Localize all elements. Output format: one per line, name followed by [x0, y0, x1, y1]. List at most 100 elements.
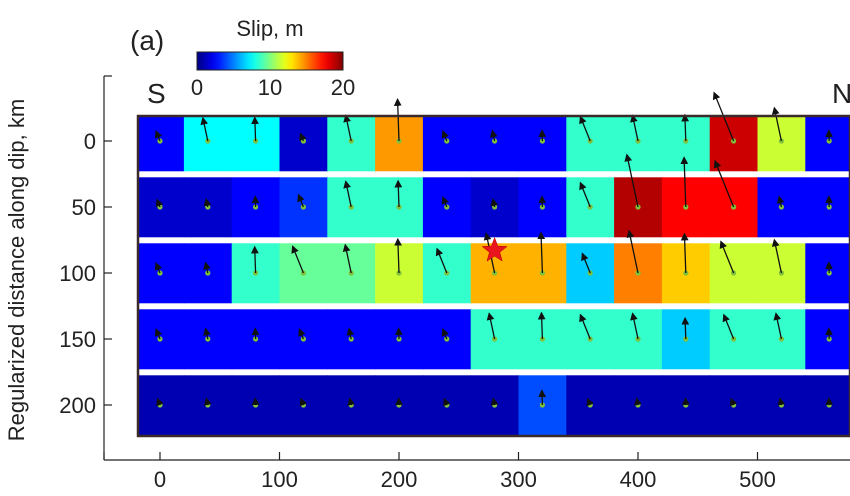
x-tick-label: 200 — [381, 467, 418, 492]
subfault-node — [683, 468, 688, 473]
slip-vector — [681, 316, 690, 340]
subfault-node — [827, 468, 832, 473]
slip-vector — [441, 130, 449, 142]
slip-vector — [777, 397, 786, 406]
panel-label: (a) — [130, 25, 164, 56]
slip-vector — [722, 313, 735, 340]
slip-cell — [470, 116, 520, 172]
slip-vector — [579, 181, 591, 208]
colorbar-tick-label: 0 — [191, 75, 203, 100]
slip-vector — [579, 313, 591, 340]
slip-vector — [630, 114, 639, 142]
subfault-node — [826, 204, 832, 210]
slip-vector — [297, 193, 305, 208]
slip-vector — [680, 156, 689, 208]
slip-vector — [200, 116, 209, 142]
y-tick-label: 100 — [59, 261, 96, 286]
y-tick-label: 0 — [84, 129, 96, 154]
slip-vector — [581, 252, 591, 274]
slip-vector — [729, 397, 738, 407]
subfault-node — [683, 336, 689, 342]
slip-cell — [423, 441, 471, 496]
subfault-node — [587, 138, 593, 144]
slip-cell — [805, 441, 850, 496]
slip-vector — [394, 237, 402, 274]
slip-cells — [138, 116, 850, 496]
slip-vector — [443, 397, 451, 407]
slip-vector — [155, 198, 164, 208]
slip-cell — [327, 441, 375, 496]
subfault-node — [301, 468, 306, 473]
slip-vector — [441, 196, 449, 208]
slip-vector — [203, 397, 212, 406]
slip-cell — [566, 441, 614, 496]
slip-cell — [231, 116, 281, 172]
slip-vector — [441, 328, 449, 340]
slip-vector — [771, 106, 783, 142]
slip-vector — [681, 113, 690, 142]
subfault-node — [731, 468, 736, 473]
x-tick-label: 500 — [739, 467, 776, 492]
slip-vector — [626, 229, 639, 274]
subfault-node — [349, 468, 354, 473]
slip-vector — [291, 245, 305, 274]
slip-cell — [327, 116, 376, 172]
slip-vector — [624, 153, 639, 208]
slip-cell — [757, 116, 806, 172]
colorbar-title: Slip, m — [236, 16, 303, 41]
subfault-node — [540, 468, 545, 473]
subfault-node — [205, 468, 210, 473]
subfault-node — [826, 138, 832, 144]
x-tick-label: 100 — [261, 467, 298, 492]
subfault-node — [683, 204, 689, 210]
slip-vector — [579, 115, 591, 142]
slip-vectors — [154, 91, 834, 407]
colorbar — [196, 51, 344, 71]
slip-vector — [298, 328, 306, 340]
slip-vector — [586, 397, 594, 407]
slip-cell — [422, 116, 472, 172]
slip-vector — [203, 261, 211, 274]
y-tick-label: 150 — [59, 327, 96, 352]
slip-vector — [299, 132, 307, 142]
slip-vector — [773, 312, 783, 340]
slip-cell — [375, 116, 424, 172]
slip-vector — [251, 116, 259, 142]
subfault-node — [253, 468, 258, 473]
slip-cell — [184, 441, 232, 496]
slip-vector — [343, 180, 352, 208]
slip-vector — [154, 262, 163, 274]
slip-vector — [537, 311, 546, 340]
subfault-node — [683, 138, 689, 144]
slip-vector — [538, 389, 547, 406]
slip-vector — [719, 240, 735, 274]
y-tick-label: 200 — [59, 393, 96, 418]
slip-cell — [614, 116, 663, 172]
slip-vector — [299, 397, 307, 407]
subfault-node — [444, 468, 449, 473]
slip-vector — [630, 312, 639, 340]
slip-vector — [154, 328, 163, 340]
subfault-node — [826, 270, 832, 276]
south-label: S — [147, 78, 166, 109]
y-tick-label: 50 — [72, 195, 96, 220]
slip-cell — [183, 116, 233, 172]
slip-vector — [486, 312, 496, 340]
slip-vector — [342, 243, 352, 274]
slip-vector — [156, 397, 164, 407]
subfault-node — [587, 204, 593, 210]
slip-vector — [203, 198, 212, 208]
slip-vector — [713, 159, 735, 208]
subfault-node — [826, 336, 832, 342]
slip-vector — [251, 245, 259, 274]
y-ticks: 0 50 100 150 200 — [59, 75, 112, 418]
subfault-node — [683, 270, 689, 276]
slip-cell — [518, 116, 567, 172]
subfault-node — [588, 468, 593, 473]
slip-vector — [346, 327, 355, 340]
slip-vector — [489, 129, 498, 142]
subfault-node — [587, 270, 593, 276]
slip-cell — [662, 441, 710, 496]
plot-frame — [136, 114, 850, 438]
